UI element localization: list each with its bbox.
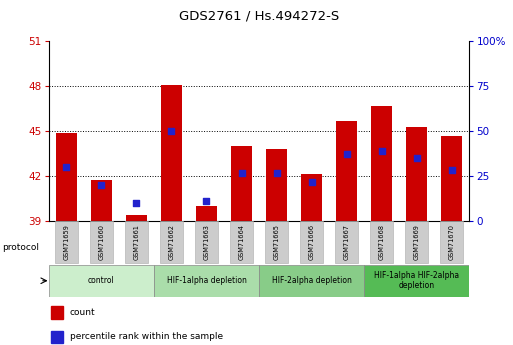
Bar [161,85,182,221]
Text: GSM71663: GSM71663 [204,224,209,259]
Text: count: count [70,308,95,317]
Text: GSM71669: GSM71669 [414,224,420,259]
Text: HIF-1alpha HIF-2alpha
depletion: HIF-1alpha HIF-2alpha depletion [374,271,459,290]
Point [202,199,210,204]
Bar [154,265,259,297]
Text: GSM71665: GSM71665 [273,224,280,260]
Bar [364,265,469,297]
Bar [230,221,253,263]
Bar [259,265,364,297]
Text: GSM71661: GSM71661 [133,224,140,259]
Bar [405,221,428,263]
Bar [126,215,147,221]
Text: GSM71667: GSM71667 [344,224,350,260]
Text: GSM71670: GSM71670 [449,224,455,260]
Point [62,164,70,170]
Text: GSM71666: GSM71666 [309,224,314,260]
Text: GSM71660: GSM71660 [98,224,104,260]
Text: HIF-2alpha depletion: HIF-2alpha depletion [272,276,351,285]
Bar [370,221,393,263]
Bar [336,121,357,221]
Bar [49,265,154,297]
Bar [125,221,148,263]
Point [238,170,246,176]
Bar [90,221,113,263]
Text: control: control [88,276,115,285]
Text: GSM71659: GSM71659 [63,224,69,259]
Text: GSM71662: GSM71662 [168,224,174,260]
Point [307,179,315,185]
Point [448,167,456,173]
Point [412,155,421,161]
Bar [441,136,462,221]
Point [378,148,386,153]
Bar [266,149,287,221]
Point [132,200,141,206]
Text: HIF-1alpha depletion: HIF-1alpha depletion [167,276,246,285]
Point [343,151,351,156]
Bar [440,221,463,263]
Bar [56,132,77,221]
Text: GSM71664: GSM71664 [239,224,245,260]
Bar [406,127,427,221]
Bar [371,106,392,221]
Bar [335,221,358,263]
Bar [195,221,218,263]
Bar [55,221,78,263]
Bar [301,175,322,221]
Bar [160,221,183,263]
Bar [265,221,288,263]
Point [272,170,281,176]
Text: GSM71668: GSM71668 [379,224,385,260]
Text: GDS2761 / Hs.494272-S: GDS2761 / Hs.494272-S [179,9,339,22]
Point [97,182,105,188]
Bar [51,331,63,343]
Point [167,128,175,134]
Text: percentile rank within the sample: percentile rank within the sample [70,333,223,342]
Bar [51,306,63,319]
Text: protocol: protocol [3,243,40,252]
Bar [231,146,252,221]
Bar [196,206,217,221]
Bar [300,221,323,263]
Bar [91,180,112,221]
